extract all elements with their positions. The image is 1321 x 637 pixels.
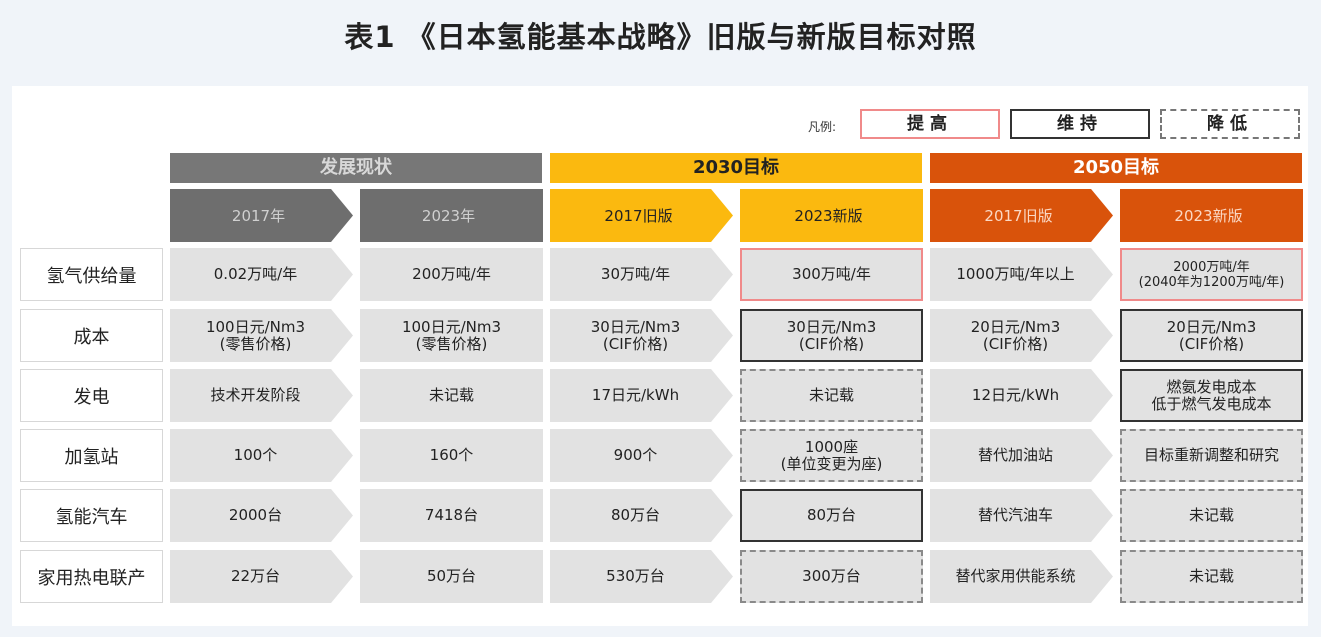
cell-text: 50万台 — [426, 567, 477, 585]
table-cell: 替代家用供能系统 — [930, 550, 1113, 603]
cell-text: 1000万吨/年以上 — [956, 265, 1075, 283]
table-cell: 替代加油站 — [930, 429, 1113, 482]
table-cell: 1000座 (单位变更为座) — [740, 429, 923, 482]
cell-text: 1000座 (单位变更为座) — [780, 437, 883, 473]
table-cell: 30日元/Nm3 (CIF价格) — [740, 309, 923, 362]
table-cell: 替代汽油车 — [930, 489, 1113, 542]
legend-label: 凡例: — [808, 120, 837, 134]
cell-text: 80万台 — [806, 506, 857, 524]
row-label: 氢气供给量 — [20, 248, 163, 301]
table-cell: 20日元/Nm3 (CIF价格) — [930, 309, 1113, 362]
page-title: 表1 《日本氢能基本战略》旧版与新版目标对照 — [344, 20, 977, 54]
cell-text: 技术开发阶段 — [210, 386, 301, 404]
table-cell: 目标重新调整和研究 — [1120, 429, 1303, 482]
legend-keep: 维持 — [1010, 109, 1150, 139]
cell-text: 未记载 — [428, 386, 474, 404]
table-cell: 30日元/Nm3 (CIF价格) — [550, 309, 733, 362]
subheader-2050-new: 2023新版 — [1120, 189, 1303, 242]
cell-text: 0.02万吨/年 — [213, 265, 298, 283]
table-cell: 300万吨/年 — [740, 248, 923, 301]
table-cell: 160个 — [360, 429, 543, 482]
row-label: 加氢站 — [20, 429, 163, 482]
table-cell: 燃氨发电成本 低于燃气发电成本 — [1120, 369, 1303, 422]
table-cell: 未记载 — [360, 369, 543, 422]
cell-text: 未记载 — [808, 386, 854, 404]
table-cell: 80万台 — [550, 489, 733, 542]
table-cell: 未记载 — [1120, 489, 1303, 542]
cell-text: 100个 — [233, 446, 278, 464]
subheader-2017: 2017年 — [170, 189, 353, 242]
cell-text: 30日元/Nm3 (CIF价格) — [786, 317, 877, 353]
table-cell: 技术开发阶段 — [170, 369, 353, 422]
cell-text: 未记载 — [1188, 506, 1234, 524]
cell-text: 替代汽油车 — [977, 506, 1053, 524]
table-cell: 530万台 — [550, 550, 733, 603]
legend-down: 降低 — [1160, 109, 1300, 139]
table-cell: 300万台 — [740, 550, 923, 603]
table-cell: 7418台 — [360, 489, 543, 542]
table-cell: 未记载 — [740, 369, 923, 422]
cell-text: 900个 — [613, 446, 658, 464]
table-cell: 22万台 — [170, 550, 353, 603]
cell-text: 300万吨/年 — [792, 265, 871, 283]
table-cell: 50万台 — [360, 550, 543, 603]
row-label: 发电 — [20, 369, 163, 422]
subheader-2023: 2023年 — [360, 189, 543, 242]
cell-text: 目标重新调整和研究 — [1143, 446, 1279, 464]
table-cell: 200万吨/年 — [360, 248, 543, 301]
table-cell: 17日元/kWh — [550, 369, 733, 422]
group-header-current: 发展现状 — [170, 153, 542, 183]
cell-text: 100日元/Nm3 (零售价格) — [205, 317, 306, 353]
cell-text: 20日元/Nm3 (CIF价格) — [1166, 317, 1257, 353]
table-cell: 0.02万吨/年 — [170, 248, 353, 301]
cell-text: 22万台 — [230, 567, 281, 585]
group-header-2030: 2030目标 — [550, 153, 922, 183]
subheader-2030-new: 2023新版 — [740, 189, 923, 242]
subheader-2030-old: 2017旧版 — [550, 189, 733, 242]
cell-text: 燃氨发电成本 低于燃气发电成本 — [1151, 377, 1272, 413]
table-cell: 100个 — [170, 429, 353, 482]
cell-text: 2000万吨/年 (2040年为1200万吨/年) — [1138, 259, 1285, 290]
legend-up: 提高 — [860, 109, 1000, 139]
cell-text: 30万吨/年 — [600, 265, 671, 283]
row-label: 成本 — [20, 309, 163, 362]
group-header-2050: 2050目标 — [930, 153, 1302, 183]
cell-text: 12日元/kWh — [971, 386, 1060, 404]
cell-text: 17日元/kWh — [591, 386, 680, 404]
cell-text: 2000台 — [228, 506, 283, 524]
table-cell: 100日元/Nm3 (零售价格) — [360, 309, 543, 362]
cell-text: 未记载 — [1188, 567, 1234, 585]
cell-text: 100日元/Nm3 (零售价格) — [401, 317, 502, 353]
table-cell: 20日元/Nm3 (CIF价格) — [1120, 309, 1303, 362]
cell-text: 160个 — [429, 446, 474, 464]
row-label: 氢能汽车 — [20, 489, 163, 542]
row-label: 家用热电联产 — [20, 550, 163, 603]
table-cell: 2000台 — [170, 489, 353, 542]
cell-text: 300万台 — [802, 567, 861, 585]
cell-text: 530万台 — [606, 567, 665, 585]
cell-text: 替代家用供能系统 — [955, 567, 1076, 585]
cell-text: 20日元/Nm3 (CIF价格) — [970, 317, 1061, 353]
cell-text: 200万吨/年 — [412, 265, 491, 283]
table-cell: 12日元/kWh — [930, 369, 1113, 422]
table-cell: 1000万吨/年以上 — [930, 248, 1113, 301]
table-cell: 30万吨/年 — [550, 248, 733, 301]
cell-text: 80万台 — [610, 506, 661, 524]
cell-text: 30日元/Nm3 (CIF价格) — [590, 317, 681, 353]
subheader-2050-old: 2017旧版 — [930, 189, 1113, 242]
table-cell: 100日元/Nm3 (零售价格) — [170, 309, 353, 362]
table-cell: 900个 — [550, 429, 733, 482]
table-cell: 80万台 — [740, 489, 923, 542]
table-cell: 2000万吨/年 (2040年为1200万吨/年) — [1120, 248, 1303, 301]
cell-text: 7418台 — [424, 506, 479, 524]
cell-text: 替代加油站 — [977, 446, 1053, 464]
table-cell: 未记载 — [1120, 550, 1303, 603]
